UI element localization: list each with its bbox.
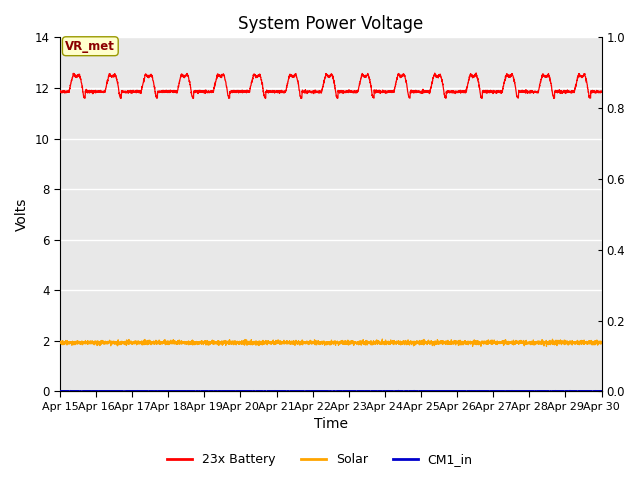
Text: VR_met: VR_met xyxy=(65,40,115,53)
Legend: 23x Battery, Solar, CM1_in: 23x Battery, Solar, CM1_in xyxy=(163,448,477,471)
Title: System Power Voltage: System Power Voltage xyxy=(238,15,424,33)
X-axis label: Time: Time xyxy=(314,418,348,432)
Y-axis label: Volts: Volts xyxy=(15,198,29,231)
